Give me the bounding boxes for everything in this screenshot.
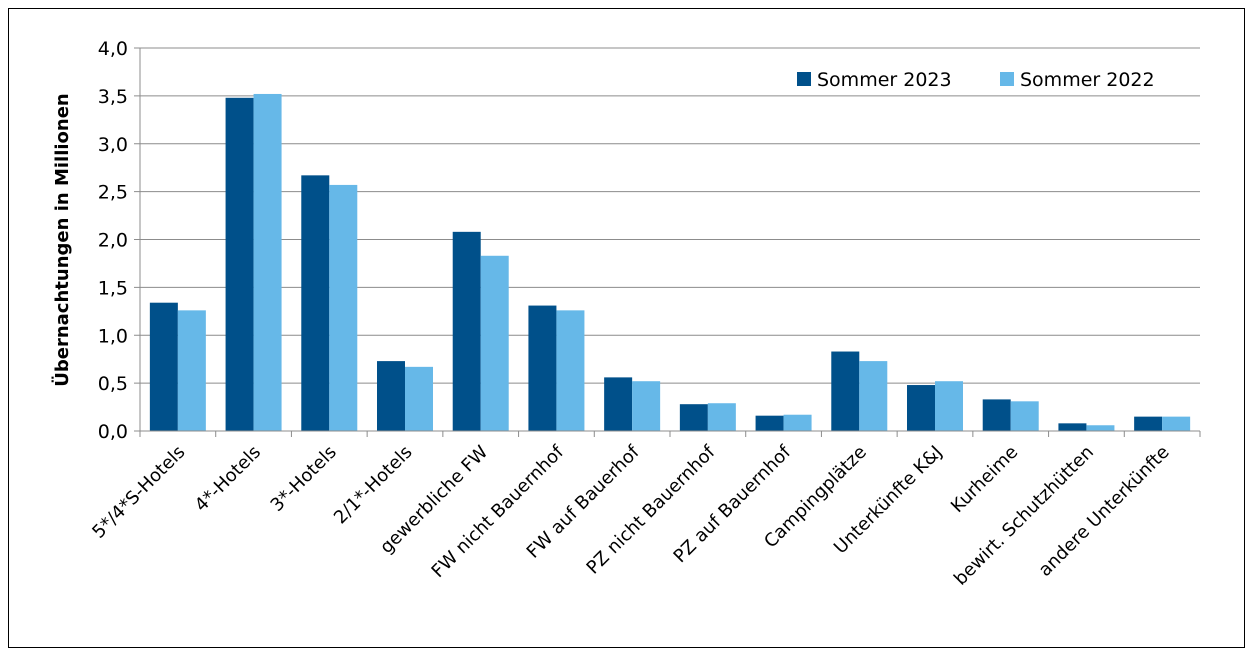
y-tick-labels: 0,0 0,5 1,0 1,5 2,0 2,5 3,0 3,5 4,0 — [98, 38, 128, 443]
y-axis-label: Übernachtungen in Millionen — [51, 93, 73, 386]
y-tick-label: 2,0 — [98, 230, 128, 252]
y-tick-label: 3,5 — [98, 86, 128, 108]
bar-sommer-2022 — [707, 403, 736, 431]
bar-sommer-2023 — [831, 351, 860, 431]
bar-sommer-2022 — [253, 93, 282, 432]
bar-sommer-2023 — [528, 305, 557, 431]
legend-swatch — [1000, 72, 1014, 86]
bar-sommer-2022 — [480, 255, 509, 431]
axes — [134, 47, 1201, 437]
bar-sommer-2023 — [225, 97, 254, 431]
y-tick-label: 1,0 — [98, 325, 128, 347]
bar-sommer-2023 — [604, 377, 633, 431]
x-tick-label: bewirt. Schutzhütten — [950, 442, 1098, 590]
bar-sommer-2022 — [935, 381, 963, 431]
bar-sommer-2022 — [632, 381, 661, 431]
legend-label: Sommer 2023 — [817, 69, 952, 91]
bar-sommer-2023 — [149, 302, 178, 431]
x-tick-label: FW nicht Bauernhof — [428, 441, 569, 582]
bar-sommer-2023 — [1134, 416, 1163, 431]
y-tick-label: 1,5 — [98, 277, 128, 299]
legend: Sommer 2023 Sommer 2022 — [797, 69, 1155, 91]
gridlines — [140, 47, 1200, 384]
bars — [149, 93, 1191, 432]
bar-sommer-2023 — [1058, 423, 1087, 431]
x-tick-labels: 5*/4*S-Hotels 4*-Hotels 3*-Hotels2/1*-Hote… — [88, 441, 1173, 589]
x-tick-label: 5*/4*S-Hotels — [88, 442, 189, 543]
x-tick-label: 4*-Hotels — [191, 442, 265, 516]
x-tick-label: andere Unterkünfte — [1035, 442, 1174, 581]
y-tick-label: 4,0 — [98, 38, 128, 60]
bar-sommer-2022 — [556, 310, 585, 431]
bar-sommer-2023 — [679, 404, 708, 431]
bar-sommer-2022 — [1086, 425, 1115, 431]
bar-sommer-2022 — [329, 184, 358, 431]
x-tick-label: PZ nicht Bauernhof — [583, 441, 720, 578]
y-tick-label: 0,0 — [98, 421, 128, 443]
chart-frame — [8, 8, 1245, 648]
y-tick-label: 2,5 — [98, 182, 128, 204]
x-tick-label: Kurheime — [947, 442, 1022, 517]
bar-sommer-2022 — [859, 361, 888, 431]
bar-sommer-2022 — [1010, 401, 1039, 431]
bar-sommer-2022 — [783, 414, 812, 431]
y-tick-label: 3,0 — [98, 134, 128, 156]
bar-sommer-2023 — [301, 175, 330, 431]
bar-sommer-2022 — [177, 310, 206, 431]
legend-label: Sommer 2022 — [1020, 69, 1155, 91]
bar-sommer-2023 — [982, 399, 1011, 431]
bar-sommer-2023 — [907, 385, 935, 431]
bar-sommer-2023 — [755, 415, 784, 431]
bar-sommer-2022 — [405, 366, 433, 431]
bar-sommer-2023 — [377, 361, 405, 431]
bar-sommer-2022 — [1162, 416, 1191, 431]
bar-sommer-2023 — [452, 231, 481, 431]
legend-swatch — [797, 72, 811, 86]
bar-chart: 0,0 0,5 1,0 1,5 2,0 2,5 3,0 3,5 4,0 5*/4*S-Hotel… — [51, 38, 1201, 590]
y-tick-label: 0,5 — [98, 373, 128, 395]
x-tick-label: 3*-Hotels — [267, 442, 341, 516]
